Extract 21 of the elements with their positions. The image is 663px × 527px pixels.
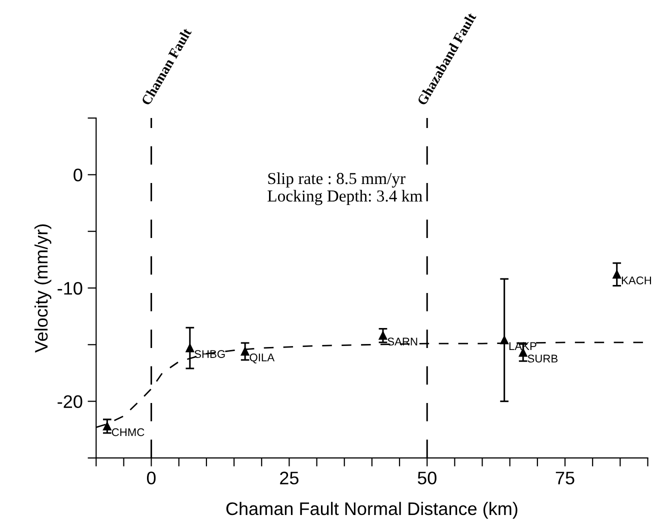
y-tick-label: 0 bbox=[74, 168, 82, 182]
annotation: Slip rate : 8.5 mm/yr Locking Depth: 3.4 km bbox=[268, 172, 422, 206]
point bbox=[378, 331, 388, 340]
y-tick-label: -10 bbox=[58, 282, 82, 295]
annotation: CHMC bbox=[112, 428, 144, 436]
x-tick-label: 0 bbox=[146, 472, 156, 484]
annotation: SURB bbox=[528, 354, 558, 363]
x-tick-label: 75 bbox=[556, 472, 574, 484]
point bbox=[612, 270, 622, 279]
y-axis-title: Velocity (mm/yr) bbox=[34, 224, 52, 353]
point bbox=[103, 422, 112, 430]
point bbox=[186, 344, 194, 352]
point bbox=[240, 347, 250, 356]
x-axis-title: Chaman Fault Normal Distance (km) bbox=[226, 502, 518, 519]
annotation: KACH bbox=[622, 276, 651, 284]
annotation: QILA bbox=[250, 354, 275, 364]
x-tick-label: 25 bbox=[280, 472, 298, 484]
point bbox=[500, 336, 508, 344]
y-tick-label: -20 bbox=[58, 395, 82, 408]
x-tick-label: 50 bbox=[418, 472, 436, 484]
annotation: SHBG bbox=[194, 350, 225, 358]
